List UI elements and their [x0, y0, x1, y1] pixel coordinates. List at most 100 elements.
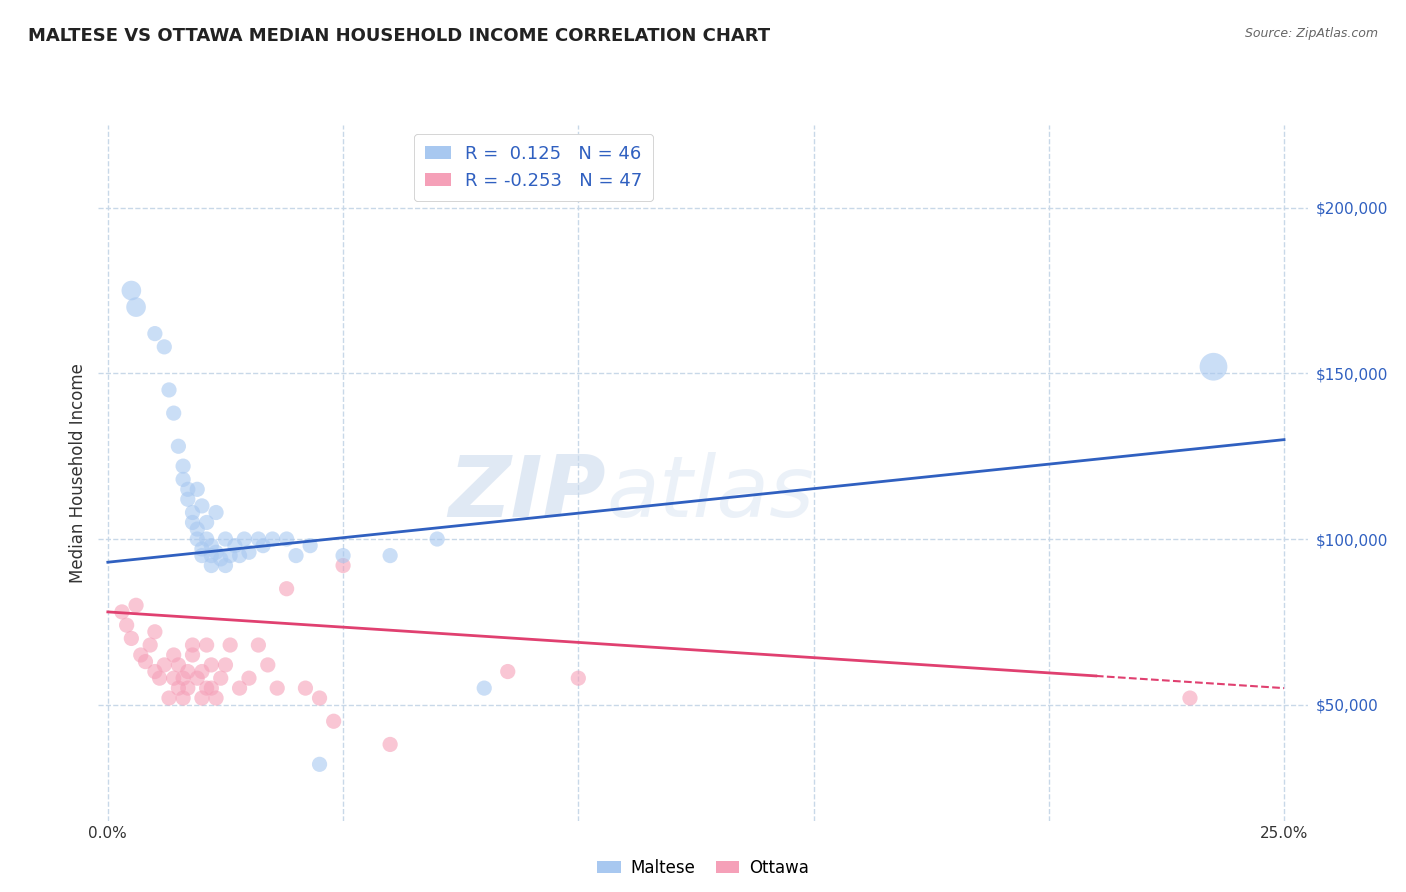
Point — [195, 638, 218, 652]
Point — [181, 506, 204, 520]
Point — [181, 638, 204, 652]
Point — [219, 638, 242, 652]
Point — [153, 340, 176, 354]
Point — [172, 671, 194, 685]
Point — [172, 459, 194, 474]
Point — [181, 516, 204, 530]
Point — [228, 681, 250, 695]
Point — [191, 691, 214, 706]
Point — [111, 605, 134, 619]
Point — [120, 284, 142, 298]
Point — [177, 492, 200, 507]
Point — [177, 483, 200, 497]
Point — [129, 648, 152, 662]
Point — [247, 532, 270, 546]
Point — [134, 655, 156, 669]
Point — [567, 671, 589, 685]
Point — [143, 624, 166, 639]
Point — [238, 671, 260, 685]
Point — [167, 439, 190, 453]
Point — [167, 657, 190, 672]
Text: Source: ZipAtlas.com: Source: ZipAtlas.com — [1244, 27, 1378, 40]
Point — [256, 657, 278, 672]
Point — [186, 532, 208, 546]
Point — [332, 549, 354, 563]
Point — [294, 681, 316, 695]
Point — [191, 541, 214, 556]
Point — [228, 549, 250, 563]
Point — [200, 657, 222, 672]
Point — [219, 549, 242, 563]
Point — [224, 539, 246, 553]
Legend: Maltese, Ottawa: Maltese, Ottawa — [591, 853, 815, 884]
Point — [157, 691, 180, 706]
Point — [308, 691, 330, 706]
Point — [200, 549, 222, 563]
Point — [496, 665, 519, 679]
Point — [214, 558, 236, 573]
Point — [143, 665, 166, 679]
Point — [276, 582, 298, 596]
Y-axis label: Median Household Income: Median Household Income — [69, 363, 87, 582]
Point — [205, 545, 228, 559]
Point — [186, 522, 208, 536]
Point — [472, 681, 495, 695]
Point — [125, 599, 148, 613]
Point — [276, 532, 298, 546]
Point — [191, 499, 214, 513]
Point — [252, 539, 274, 553]
Point — [167, 681, 190, 695]
Point — [378, 738, 401, 752]
Point — [195, 681, 218, 695]
Text: ZIP: ZIP — [449, 452, 606, 535]
Point — [172, 691, 194, 706]
Point — [233, 532, 256, 546]
Point — [163, 671, 186, 685]
Point — [191, 549, 214, 563]
Point — [143, 326, 166, 341]
Point — [1178, 691, 1201, 706]
Point — [209, 671, 232, 685]
Point — [262, 532, 284, 546]
Point — [120, 632, 142, 646]
Point — [378, 549, 401, 563]
Point — [149, 671, 172, 685]
Point — [322, 714, 344, 729]
Point — [1202, 359, 1225, 374]
Point — [209, 552, 232, 566]
Point — [285, 549, 308, 563]
Text: MALTESE VS OTTAWA MEDIAN HOUSEHOLD INCOME CORRELATION CHART: MALTESE VS OTTAWA MEDIAN HOUSEHOLD INCOM… — [28, 27, 770, 45]
Point — [191, 665, 214, 679]
Point — [247, 638, 270, 652]
Point — [172, 472, 194, 486]
Point — [205, 691, 228, 706]
Point — [153, 657, 176, 672]
Legend: R =  0.125   N = 46, R = -0.253   N = 47: R = 0.125 N = 46, R = -0.253 N = 47 — [415, 134, 652, 201]
Point — [186, 671, 208, 685]
Point — [332, 558, 354, 573]
Point — [157, 383, 180, 397]
Point — [115, 618, 138, 632]
Point — [214, 532, 236, 546]
Point — [299, 539, 322, 553]
Point — [266, 681, 288, 695]
Text: atlas: atlas — [606, 452, 814, 535]
Point — [195, 532, 218, 546]
Point — [177, 681, 200, 695]
Point — [163, 406, 186, 420]
Point — [214, 657, 236, 672]
Point — [177, 665, 200, 679]
Point — [186, 483, 208, 497]
Point — [200, 558, 222, 573]
Point — [181, 648, 204, 662]
Point — [426, 532, 449, 546]
Point — [163, 648, 186, 662]
Point — [139, 638, 162, 652]
Point — [125, 300, 148, 314]
Point — [200, 539, 222, 553]
Point — [200, 681, 222, 695]
Point — [195, 516, 218, 530]
Point — [308, 757, 330, 772]
Point — [205, 506, 228, 520]
Point — [238, 545, 260, 559]
